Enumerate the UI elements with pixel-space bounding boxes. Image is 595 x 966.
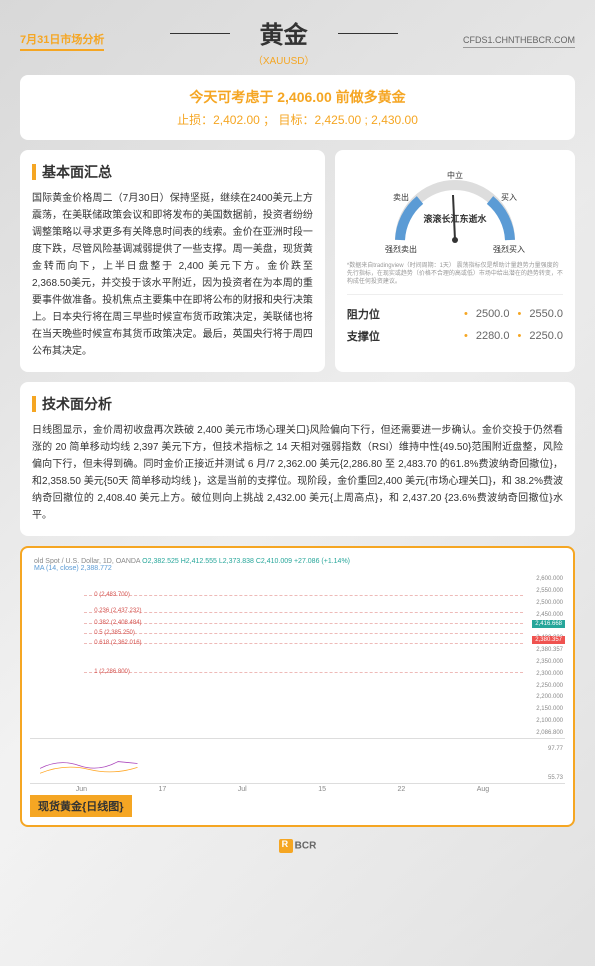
symbol: （XAUUSD） <box>104 52 463 67</box>
gauge-needle-text: 滚滚长江东逝水 <box>423 212 486 225</box>
gauge-buy-label: 买入 <box>501 192 517 203</box>
resistance-label: 阻力位 <box>347 306 380 322</box>
technical-card: 技术面分析 日线图显示，金价周初收盘再次跌破 2,400 美元市场心理关口}风险… <box>20 382 575 536</box>
recommendation-detail: 止损：2,402.00 ； 目标：2,425.00 ; 2,430.00 <box>32 111 563 128</box>
gauge-strongbuy-label: 强烈买入 <box>493 244 525 255</box>
support-label: 支撑位 <box>347 328 380 344</box>
page-title: 黄金 <box>230 15 338 50</box>
technical-heading: 技术面分析 <box>42 394 112 414</box>
support-v2: 2250.0 <box>529 330 563 342</box>
recommendation-box: 今天可考虑于 2,406.00 前做多黄金 止损：2,402.00 ； 目标：2… <box>20 75 575 140</box>
brand-text: BCR <box>295 841 317 852</box>
chart-title-text: old Spot / U.S. Dollar, 1D, OANDA <box>34 558 140 565</box>
source-url: CFDS1.CHNTHEBCR.COM <box>463 35 575 48</box>
x-axis: Jun17Jul1522Aug <box>30 784 565 795</box>
report-date: 7月31日市场分析 <box>20 31 104 51</box>
chart-main-panel: 2,600.0002,550.0002,500.0002,450.0002,41… <box>30 574 565 739</box>
fundamental-heading: 基本面汇总 <box>42 162 112 182</box>
y-axis-sub: 97.7755.73 <box>525 744 565 783</box>
fundamental-card: 基本面汇总 国际黄金价格周二（7月30日）保持坚挺，继续在2400美元上方震荡，… <box>20 150 325 372</box>
resistance-v1: 2500.0 <box>476 308 510 320</box>
chart-ma: MA (14, close) 2,388.772 <box>34 565 112 572</box>
brand-icon <box>279 839 293 853</box>
gauge-card: 中立 卖出 买入 强烈卖出 强烈买入 滚滚长江东逝水 *数据来自tradingv… <box>335 150 575 372</box>
resistance-v2: 2550.0 <box>529 308 563 320</box>
technical-text: 日线图显示，金价周初收盘再次跌破 2,400 美元市场心理关口}风险偏向下行，但… <box>32 422 563 524</box>
recommendation-title: 今天可考虑于 2,406.00 前做多黄金 <box>32 87 563 107</box>
gauge-disclaimer: *数据来自tradingview（时间周期：1天） 震荡指标仅是帮助计量趋势力量… <box>347 263 563 286</box>
y-axis-main: 2,600.0002,550.0002,500.0002,450.0002,41… <box>525 574 565 738</box>
gauge-strongsell-label: 强烈卖出 <box>385 244 417 255</box>
gauge-sell-label: 卖出 <box>393 192 409 203</box>
chart-label: 现货黄金{日线图} <box>30 795 132 817</box>
support-v1: 2280.0 <box>476 330 510 342</box>
footer: BCR <box>20 839 575 853</box>
candlesticks <box>40 579 523 733</box>
chart-meta: O2,382.525 H2,412.555 L2,373.838 C2,410.… <box>142 558 350 565</box>
fundamental-text: 国际黄金价格周二（7月30日）保持坚挺，继续在2400美元上方震荡，在美联储政策… <box>32 190 313 360</box>
chart-sub-panel: 97.7755.73 <box>30 744 565 784</box>
sentiment-gauge: 中立 卖出 买入 强烈卖出 强烈买入 滚滚长江东逝水 <box>385 170 525 255</box>
chart-card: old Spot / U.S. Dollar, 1D, OANDA O2,382… <box>20 546 575 827</box>
gauge-center-label: 中立 <box>447 170 463 181</box>
